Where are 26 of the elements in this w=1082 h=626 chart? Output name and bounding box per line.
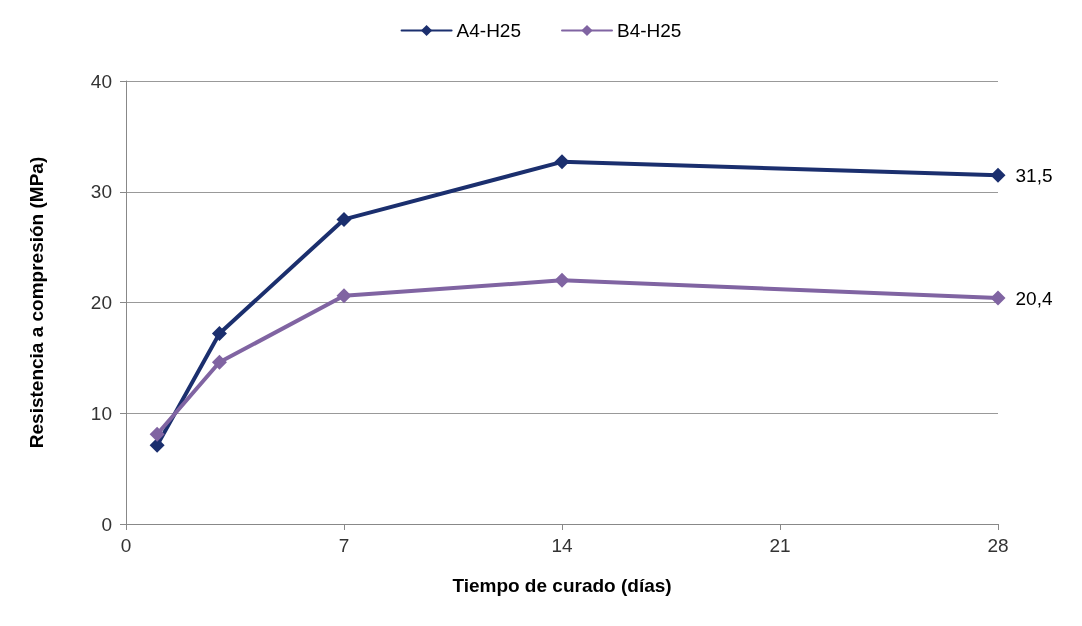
x-tick-label: 7 bbox=[338, 535, 350, 556]
data-label: 20,4 bbox=[1015, 287, 1053, 309]
data-label: 31,5 bbox=[1015, 164, 1053, 186]
y-tick-label: 10 bbox=[90, 402, 112, 424]
x-tick-label: 28 bbox=[987, 535, 1009, 556]
point bbox=[336, 211, 352, 227]
point bbox=[211, 354, 227, 370]
legend-label: A4-H25 bbox=[456, 20, 521, 41]
point bbox=[554, 272, 570, 288]
point bbox=[990, 290, 1006, 306]
y-tick-label: 30 bbox=[90, 181, 112, 203]
legend-label: B4-H25 bbox=[617, 20, 682, 41]
point bbox=[149, 437, 165, 453]
y-tick-label: 20 bbox=[90, 292, 112, 313]
x-tick-label: 0 bbox=[120, 535, 132, 556]
x-tick-label: 14 bbox=[551, 535, 573, 556]
point bbox=[990, 167, 1006, 183]
point bbox=[211, 326, 227, 342]
point bbox=[149, 426, 165, 442]
x-axis-title: Tiempo de curado (días) bbox=[452, 575, 672, 596]
y-tick-label: 40 bbox=[90, 70, 112, 92]
y-axis-title: Resistencia a compresión (MPa) bbox=[26, 156, 47, 449]
point bbox=[336, 288, 352, 304]
y-tick-label: 0 bbox=[101, 513, 112, 535]
point bbox=[554, 154, 570, 170]
x-tick-label: 21 bbox=[769, 535, 791, 556]
